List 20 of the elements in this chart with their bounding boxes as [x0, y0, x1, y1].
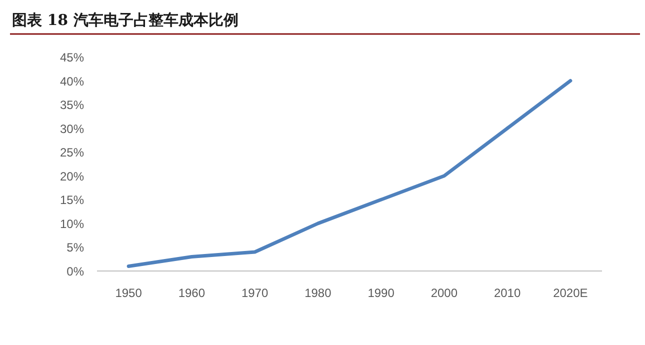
x-tick-label: 2000 [430, 286, 458, 300]
y-tick-label: 15% [60, 193, 84, 208]
x-tick-label: 1990 [368, 286, 395, 300]
y-tick-label: 40% [60, 74, 84, 88]
y-tick-label: 0% [66, 264, 84, 278]
chart-title: 图表 18 汽车电子占整车成本比例 [12, 11, 238, 29]
y-tick-label: 20% [60, 169, 84, 184]
y-tick-label: 45% [60, 50, 84, 64]
x-tick-label: 1980 [304, 286, 332, 300]
y-tick-label: 5% [66, 240, 84, 255]
y-tick-label: 30% [60, 122, 84, 136]
y-tick-label: 10% [60, 216, 84, 231]
x-tick-label: 2010 [494, 286, 521, 300]
line-series [126, 79, 572, 268]
y-tick-label: 25% [60, 146, 84, 160]
y-tick-label: 35% [60, 98, 84, 112]
x-tick-label: 1950 [115, 286, 142, 300]
x-tick-label: 1970 [241, 286, 268, 300]
x-tick-label: 2020E [553, 286, 588, 300]
x-tick-label: 1960 [178, 286, 206, 300]
